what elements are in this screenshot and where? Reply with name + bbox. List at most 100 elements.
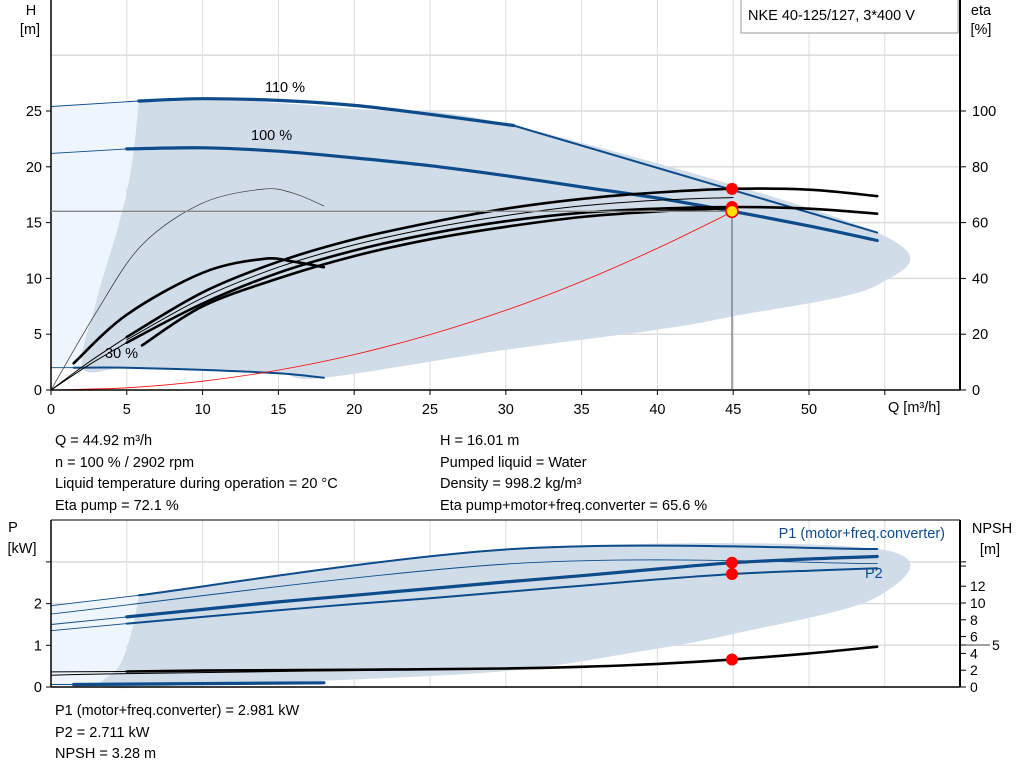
liquid-temperature-value: Liquid temperature during operation = 20… bbox=[55, 476, 338, 492]
eta-curve-14 bbox=[50, 188, 325, 391]
y2-tick-label: 0 bbox=[972, 383, 980, 399]
x-axis-label: Q [m³/h] bbox=[888, 400, 940, 416]
h-curve-1 bbox=[512, 124, 879, 234]
x-tick-label: 20 bbox=[346, 402, 362, 418]
operating-point-p bbox=[725, 556, 738, 569]
npsh-curve-7 bbox=[125, 645, 879, 673]
y-axis-label-p: P bbox=[8, 520, 18, 536]
y-axis-unit-h: [m] bbox=[20, 22, 40, 38]
pump-title-box bbox=[740, 0, 959, 34]
operating-point-p bbox=[725, 567, 738, 580]
eta-curve-9 bbox=[126, 197, 734, 341]
curve-label-100: 100 % bbox=[251, 128, 292, 144]
p2-value: P2 = 2.711 kW bbox=[55, 724, 150, 741]
h-curve-15 bbox=[50, 210, 734, 391]
110--h-curve-0 bbox=[137, 97, 515, 128]
series-label-p1: P1 (motor+freq.converter) bbox=[779, 526, 945, 542]
duty-info-left: Q = 44.92 m³/h n = 100 % / 2902 rpm Liqu… bbox=[55, 431, 338, 517]
x-tick-label: 10 bbox=[195, 402, 211, 418]
x-tick-label: 25 bbox=[422, 402, 438, 418]
operating-range-area bbox=[99, 543, 911, 689]
p1-motor-freq-converter--p-curve-3 bbox=[125, 554, 879, 619]
curve-label-110: 110 % bbox=[265, 80, 305, 96]
y2-tick-label: 6 bbox=[970, 629, 978, 645]
p-curve-1 bbox=[50, 594, 140, 607]
qh-curves bbox=[50, 97, 879, 391]
operating-point-eta bbox=[725, 182, 738, 195]
x-tick-label: 40 bbox=[649, 402, 665, 418]
p-curve-2 bbox=[50, 559, 878, 615]
y2-tick-label: 0 bbox=[970, 679, 978, 695]
x-tick-label: 50 bbox=[801, 402, 817, 418]
duty-info-right: H = 16.01 m Pumped liquid = Water Densit… bbox=[440, 431, 707, 517]
series-label-p2: P2 bbox=[865, 566, 883, 582]
operating-point-npsh bbox=[725, 653, 738, 666]
y-tick-label: 1 bbox=[34, 638, 42, 654]
y-tick-label: 2 bbox=[34, 597, 42, 613]
y-tick-label: 20 bbox=[26, 160, 42, 176]
eta-curve-13 bbox=[72, 257, 326, 365]
y2-axis-label-eta: eta bbox=[971, 3, 992, 19]
x-tick-label: 5 bbox=[123, 402, 131, 418]
y-tick-label: 25 bbox=[26, 104, 42, 120]
pump-title: NKE 40-125/127, 3*400 V bbox=[748, 8, 915, 24]
flow-value: Q = 44.92 m³/h bbox=[55, 433, 153, 449]
curve-label-30: 30 % bbox=[105, 346, 138, 362]
y2-tick-label: 12 bbox=[970, 578, 986, 594]
qh-operating-range bbox=[51, 98, 911, 379]
eta-curve-7 bbox=[125, 187, 879, 339]
operating-range-area bbox=[81, 98, 911, 379]
y2-tick-label: 10 bbox=[970, 595, 986, 611]
eta-curve-10 bbox=[140, 206, 735, 347]
30--h-curve-5 bbox=[72, 366, 325, 379]
x-tick-label: 35 bbox=[574, 402, 590, 418]
p-curve-4 bbox=[50, 616, 128, 625]
y2-tick-label: 60 bbox=[972, 216, 988, 232]
x-tick-label: 0 bbox=[47, 402, 55, 418]
speed-value: n = 100 % / 2902 rpm bbox=[55, 454, 195, 471]
y2-tick-label: 8 bbox=[970, 612, 978, 628]
y2-tick-label: 20 bbox=[972, 327, 988, 343]
y2-axis-label-npsh: NPSH bbox=[972, 521, 1012, 537]
y2-tick-label: 80 bbox=[972, 160, 988, 176]
x-tick-label: 45 bbox=[725, 402, 741, 418]
y-tick-label: 0 bbox=[34, 383, 42, 399]
y2-axis-unit-npsh: [m] bbox=[980, 542, 1000, 558]
p-curve-10 bbox=[72, 681, 326, 687]
x-tick-label: 15 bbox=[270, 402, 286, 418]
x-tick-label: 30 bbox=[498, 402, 514, 418]
pumped-liquid-value: Pumped liquid = Water bbox=[440, 454, 587, 471]
npsh-value: NPSH = 3.28 m bbox=[55, 746, 157, 762]
y2-tick-label: 40 bbox=[972, 271, 988, 287]
power-curves bbox=[50, 544, 879, 687]
eta-pump-value: Eta pump = 72.1 % bbox=[55, 497, 179, 514]
y-axis-label-h: H bbox=[26, 3, 36, 19]
100--h-curve-3 bbox=[125, 146, 879, 243]
qh-axes: 0 5 10 15 20 25 0 20 40 60 80 100 0 5 10 15 20 25 30 35 40 45… bbox=[26, 0, 996, 418]
power-operating-range bbox=[51, 543, 911, 689]
qh-operating-points bbox=[51, 182, 739, 390]
qh-chart: 0 5 10 15 20 25 0 20 40 60 80 100 0 5 10 15 20 25 30 35 40 45… bbox=[20, 0, 996, 418]
y2-axis-unit-eta: [%] bbox=[971, 22, 992, 38]
y2-tick-label: 2 bbox=[970, 662, 978, 678]
y-tick-label: 5 bbox=[34, 327, 42, 343]
eta-curve-12 bbox=[50, 342, 128, 391]
p-curve-0 bbox=[137, 544, 879, 597]
y-axis-unit-p: [kW] bbox=[8, 541, 37, 557]
power-info: P1 (motor+freq.converter) = 2.981 kW P2 … bbox=[55, 701, 299, 766]
eta-curve-8 bbox=[125, 205, 879, 344]
y2-tick-label: 4 bbox=[970, 645, 978, 661]
y2-tick-label: 5 bbox=[992, 637, 1000, 653]
density-value: Density = 998.2 kg/m³ bbox=[440, 476, 582, 492]
eta-total-value: Eta pump+motor+freq.converter = 65.6 % bbox=[440, 497, 708, 514]
y2-tick-label: 100 bbox=[972, 104, 996, 120]
npsh-curve-9 bbox=[50, 668, 507, 676]
h-curve-4 bbox=[50, 148, 128, 154]
operating-point-h bbox=[725, 204, 739, 219]
h-curve-2 bbox=[50, 100, 140, 107]
y-tick-label: 15 bbox=[26, 216, 42, 232]
head-value: H = 16.01 m bbox=[440, 433, 520, 449]
